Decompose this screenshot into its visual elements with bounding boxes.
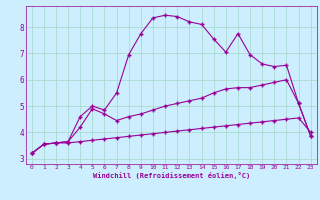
X-axis label: Windchill (Refroidissement éolien,°C): Windchill (Refroidissement éolien,°C)	[92, 172, 250, 179]
